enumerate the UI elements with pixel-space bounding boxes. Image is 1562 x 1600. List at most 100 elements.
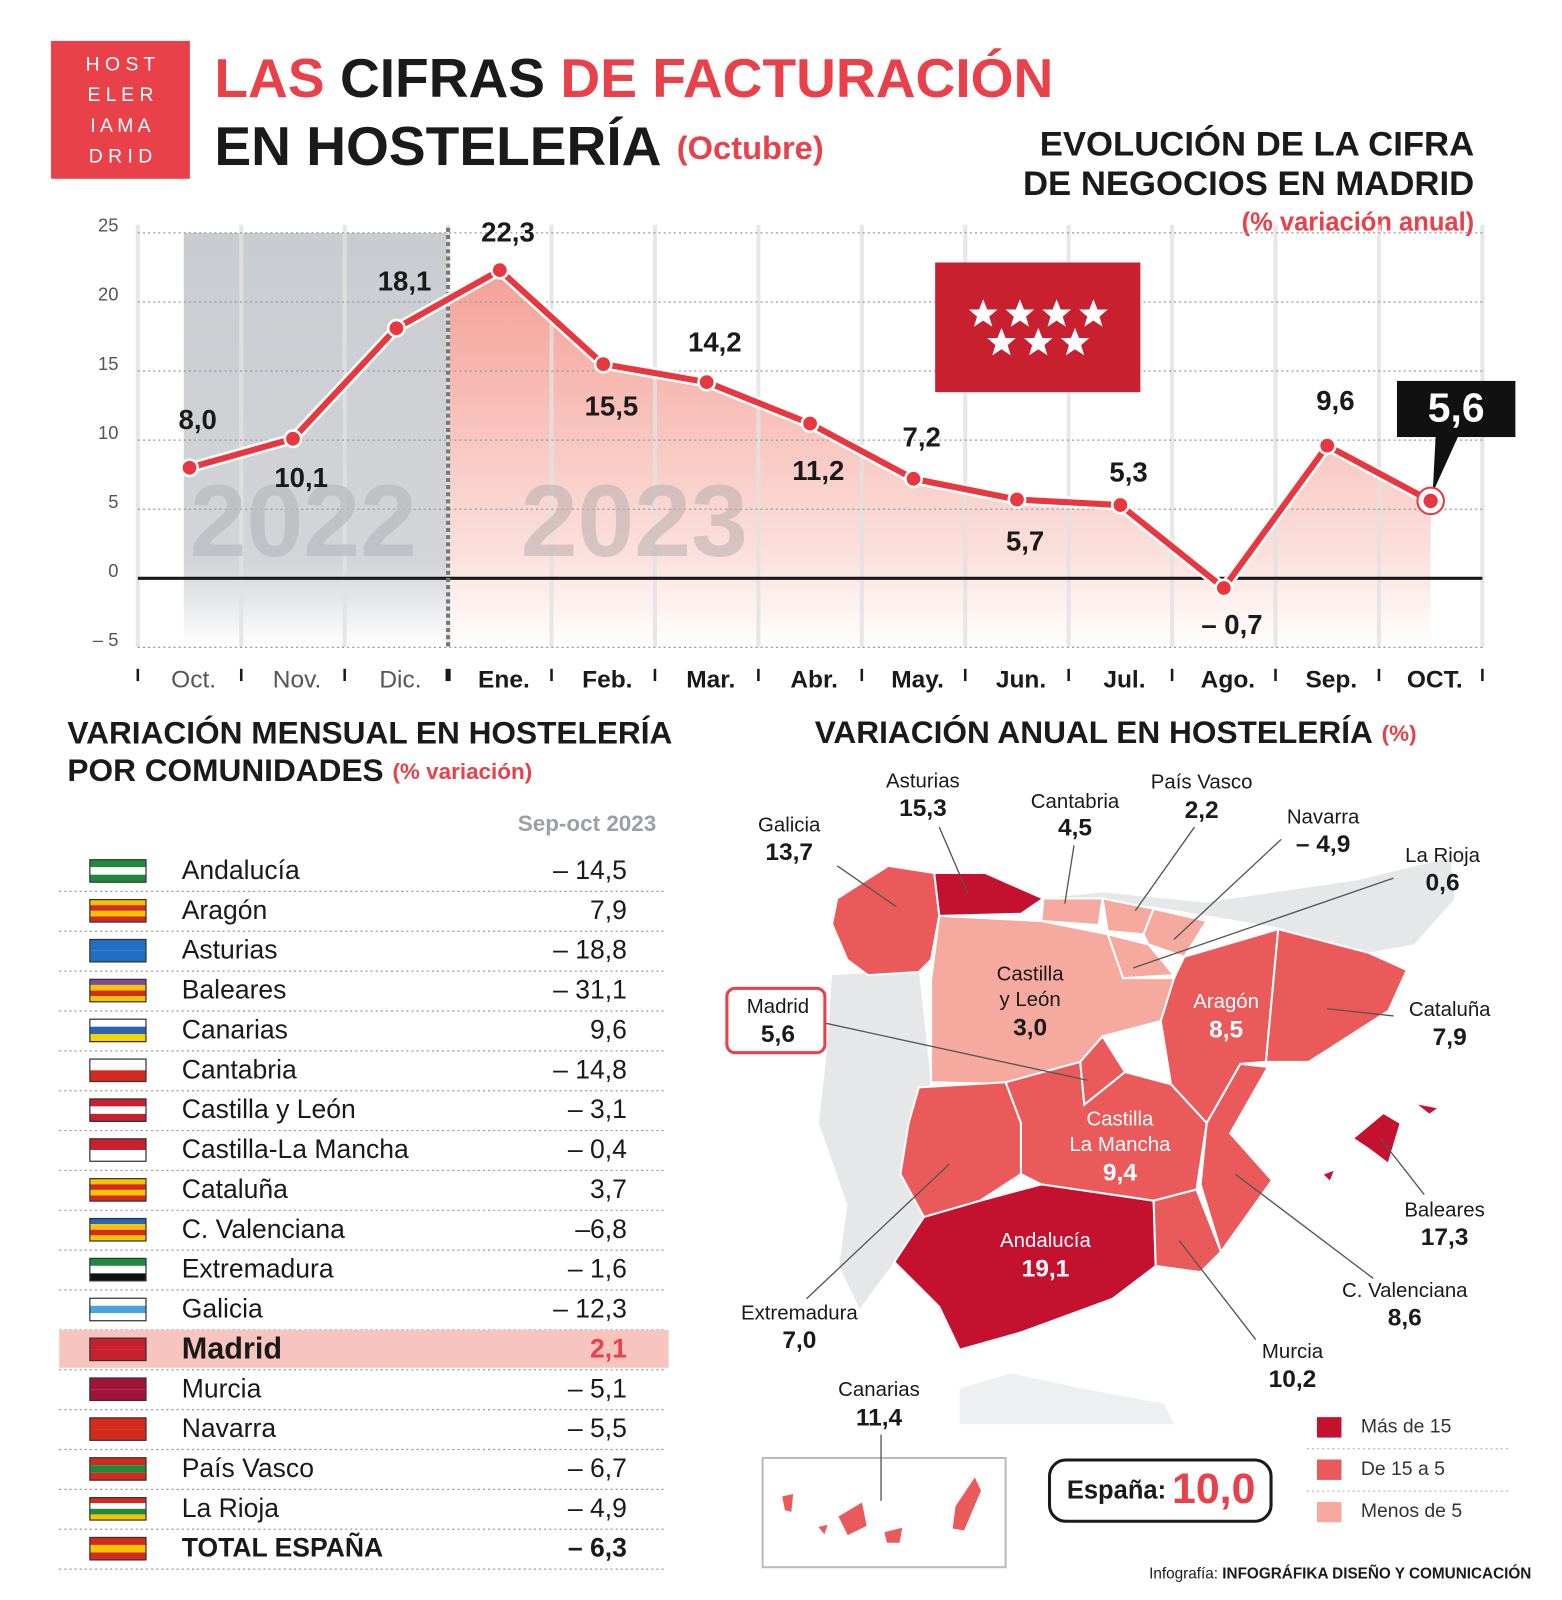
value-label: 14,2 (688, 327, 742, 358)
row-value: – 6,3 (568, 1533, 627, 1563)
value-label: 22,3 (481, 217, 535, 248)
credit-text: INFOGRÁFIKA DISEÑO Y COMUNICACIÓN (1222, 1564, 1531, 1582)
region (881, 1525, 905, 1545)
flag-border (89, 1138, 147, 1162)
flag-stripe (89, 1026, 146, 1035)
point (1110, 495, 1130, 515)
point (1214, 578, 1234, 598)
chart-title: EVOLUCIÓN DE LA CIFRA (1040, 123, 1474, 163)
header: H O S T E L E R I A M A D R I D LAS CIFR… (51, 40, 1053, 179)
flag-stripe (89, 1150, 146, 1162)
region-name: Cataluña (1409, 999, 1491, 1021)
x-tick-label: Ene. (478, 667, 530, 694)
flag-stripe (89, 1389, 146, 1401)
region (1320, 1167, 1338, 1185)
region-value: 7,0 (782, 1327, 816, 1354)
area (447, 270, 1431, 648)
row-name: Extremadura (182, 1254, 334, 1284)
x-tick-label: Jun. (996, 667, 1046, 694)
region-value: 13,7 (765, 839, 813, 866)
x-tick-label: Mar. (686, 667, 735, 694)
x-tick-label: Sep. (1305, 667, 1357, 694)
region-value: – 4,9 (1296, 831, 1351, 858)
flag-border (89, 1217, 147, 1242)
x-tick-label: Nov. (273, 667, 322, 694)
region-name: Murcia (1262, 1341, 1324, 1363)
flag-stripe (89, 1537, 146, 1545)
y-tick-label: 5 (108, 491, 118, 512)
flag-border (89, 1377, 147, 1402)
legend-swatch (1316, 1501, 1342, 1523)
stars (968, 299, 1108, 356)
line-chart: – 5 0 5 10 15 20 25 2022 2023 8,0 Oct. 10,1 Nov. 18,1… (93, 215, 1516, 694)
region-value: 7,9 (1433, 1024, 1467, 1051)
portugal (818, 969, 932, 1309)
flag-stripe (89, 996, 146, 1002)
region-value: 8,6 (1388, 1305, 1422, 1332)
region (893, 1183, 1157, 1351)
row-name: Baleares (182, 975, 287, 1005)
map-unit: (%) (1382, 721, 1417, 746)
flag-stripe (89, 1070, 146, 1082)
region-name: Andalucía (1000, 1230, 1091, 1252)
table-unit: (% variación) (392, 759, 532, 784)
flag-stripe (89, 1503, 146, 1509)
region-value: 3,0 (1013, 1015, 1047, 1042)
total-box (1047, 1458, 1273, 1523)
row-name: Asturias (182, 935, 278, 965)
map-section: VARIACIÓN ANUAL EN HOSTELERÍA (%) España… (725, 715, 1509, 1569)
region (950, 1473, 984, 1533)
total-value: 10,0 (1172, 1465, 1255, 1513)
chart-title: DE NEGOCIOS EN MADRID (1023, 165, 1474, 203)
value-label: 9,6 (1316, 385, 1354, 416)
x-tick-label: Dic. (379, 667, 421, 694)
region-name: Madrid (747, 996, 809, 1018)
legend-label: De 15 a 5 (1361, 1458, 1445, 1480)
point (180, 458, 199, 478)
leader-line (824, 1022, 1088, 1081)
flag-stripe (89, 867, 146, 875)
flag-stripe (89, 1338, 146, 1350)
flag-border (89, 1098, 147, 1122)
region-name: País Vasco (1151, 772, 1253, 794)
point (1317, 436, 1337, 456)
row-value: – 5,1 (568, 1373, 627, 1403)
region-name: Cantabria (1031, 791, 1120, 813)
logo-line: I A M A (90, 115, 150, 137)
region (814, 1521, 831, 1539)
region (1264, 927, 1409, 1063)
flag-border (89, 1496, 147, 1521)
value-label: 10,1 (274, 462, 328, 493)
value-label: 5,6 (1428, 384, 1485, 430)
region-name: Castilla (997, 963, 1065, 985)
row-value: 3,7 (590, 1174, 627, 1204)
flag-stripe (89, 1195, 146, 1202)
flag-stripe (89, 859, 146, 868)
legend-swatch (1316, 1417, 1342, 1438)
title-part: CIFRAS (340, 46, 545, 108)
row-name: TOTAL ESPAÑA (182, 1533, 383, 1563)
row-value: – 6,7 (568, 1453, 627, 1483)
flag-stripe (89, 1184, 146, 1190)
flag-stripe (89, 950, 146, 962)
flag-stripe (89, 905, 146, 911)
region (830, 864, 941, 977)
row-name: C. Valenciana (182, 1214, 345, 1244)
flag-stripe (89, 1258, 146, 1266)
region (1142, 907, 1209, 958)
map-title: VARIACIÓN ANUAL EN HOSTELERÍA (%) (815, 715, 1417, 751)
flag-border (89, 1178, 147, 1202)
flag-border (89, 1536, 147, 1561)
region-name: Galicia (758, 814, 821, 836)
row-name: Madrid (182, 1331, 282, 1365)
value-label: 15,5 (585, 390, 639, 421)
region-name: La Rioja (1405, 845, 1481, 867)
flag-stripe (89, 1019, 146, 1027)
flag-border (89, 1058, 147, 1083)
x-tick-label: Abr. (790, 667, 838, 694)
region-value: 11,4 (856, 1405, 903, 1432)
credit-prefix: Infografía: (1149, 1565, 1218, 1582)
logo-text: H O S T E L E R I A M A D R I D (86, 54, 156, 168)
leader-line (1132, 877, 1394, 969)
value-label: 5,7 (1006, 526, 1044, 557)
